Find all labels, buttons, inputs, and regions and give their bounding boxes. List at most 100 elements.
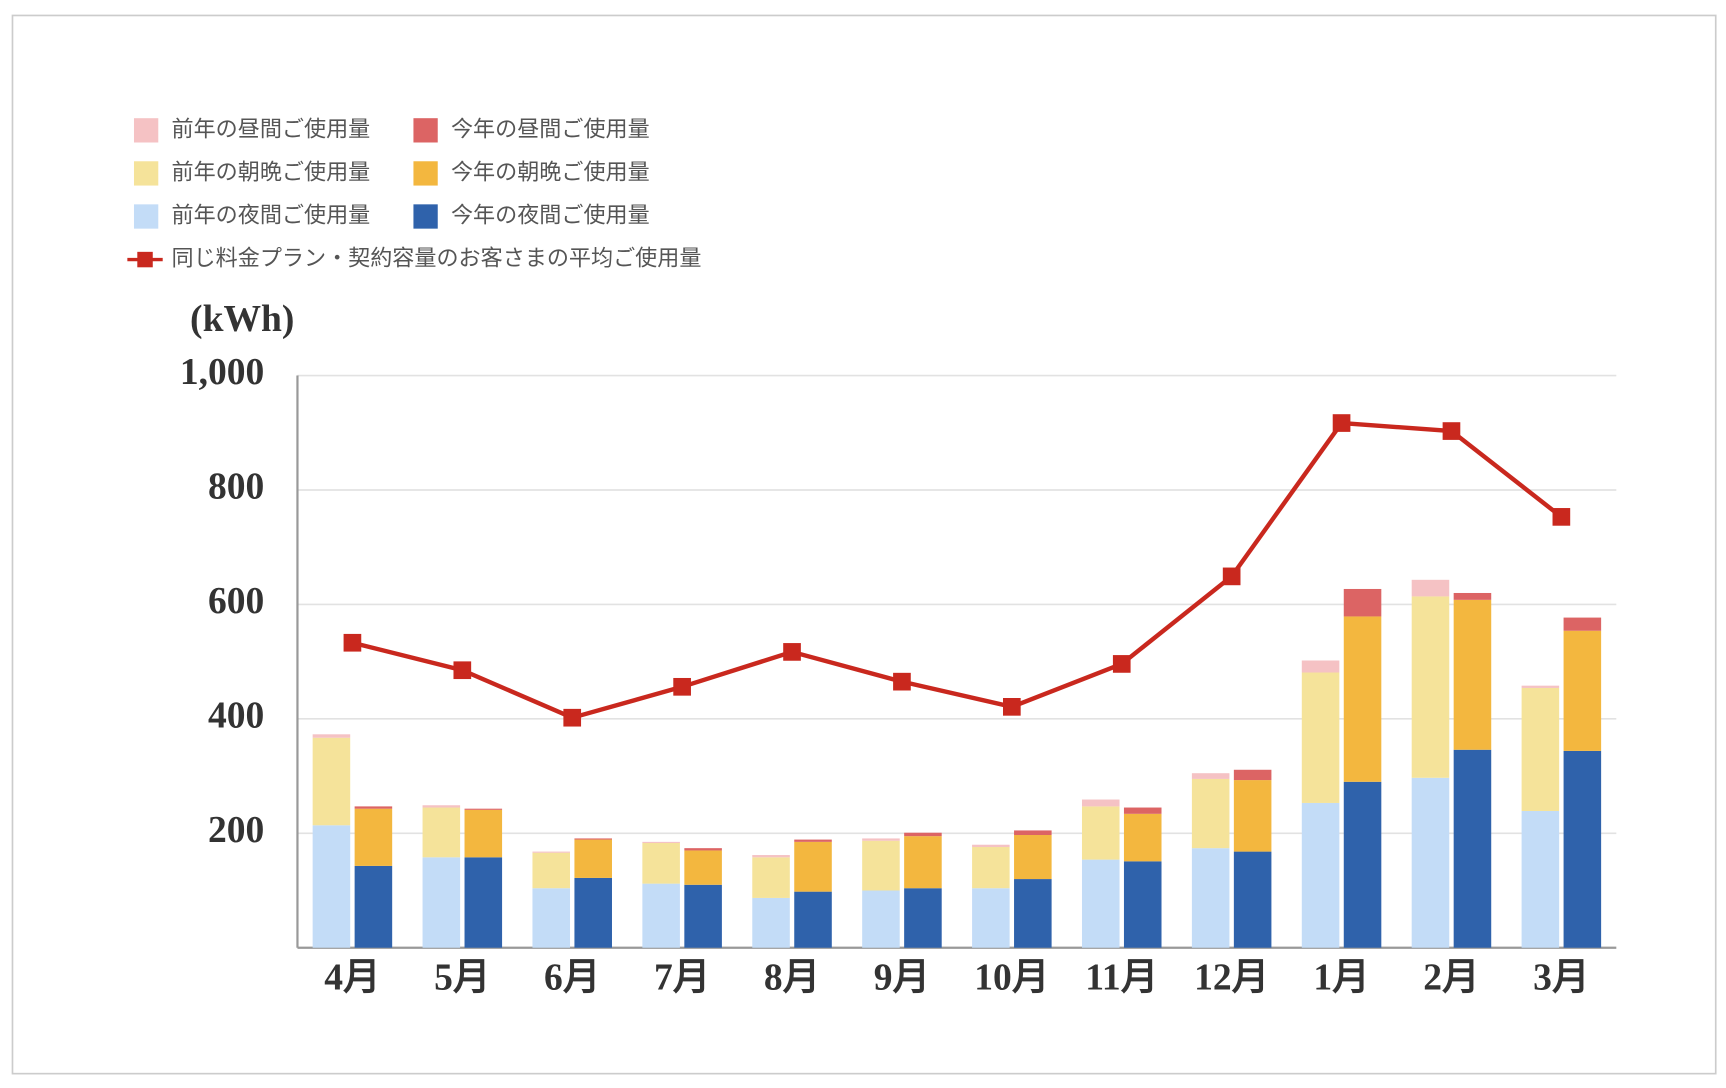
bar-segment	[1233, 769, 1272, 781]
x-tick-label: 8月	[764, 957, 820, 998]
legend-swatch	[133, 204, 159, 229]
bar-segment	[1343, 616, 1382, 782]
line-marker	[1112, 655, 1131, 673]
legend-label: 前年の朝晩ご使用量	[172, 159, 371, 185]
bar-segment	[1343, 781, 1382, 948]
y-tick-label: 800	[208, 467, 264, 508]
bar-segment	[1563, 630, 1602, 751]
bar-segment	[794, 891, 832, 948]
bar-segment	[1123, 813, 1162, 862]
bar-segment	[574, 877, 612, 948]
bar-segment	[1453, 749, 1492, 948]
bar-segment	[1081, 799, 1120, 807]
bar-segment	[904, 836, 942, 889]
x-tick-label: 12月	[1194, 957, 1269, 998]
bar-segment	[752, 897, 790, 948]
bar-segment	[1191, 848, 1230, 948]
bar-segment	[1343, 588, 1382, 617]
bar-segment	[684, 850, 722, 885]
bar-segment	[574, 839, 612, 878]
x-tick-label: 3月	[1533, 957, 1589, 998]
bar-segment	[752, 855, 790, 858]
bar-segment	[1411, 579, 1450, 597]
y-axis-label: (kWh)	[190, 299, 294, 340]
legend-swatch	[413, 161, 438, 186]
bar-segment	[862, 890, 900, 948]
bar-segment	[794, 841, 832, 892]
y-tick-label: 1,000	[180, 352, 264, 393]
bar-segment	[1521, 685, 1560, 688]
bar-segment	[972, 847, 1010, 889]
bar-segment	[1521, 810, 1560, 948]
legend-label: 同じ料金プラン・契約容量のお客さまの平均ご使用量	[172, 246, 702, 272]
bar-segment	[1014, 830, 1052, 836]
bar-segment	[312, 734, 351, 738]
line-marker	[453, 661, 472, 680]
legend-label: 今年の昼間ご使用量	[451, 116, 650, 142]
bar-segment	[422, 807, 461, 858]
bar-segment	[1081, 806, 1120, 860]
y-tick-label: 400	[208, 695, 264, 736]
legend-swatch	[133, 161, 159, 186]
bar-segment	[464, 808, 503, 810]
legend-label: 前年の昼間ご使用量	[172, 116, 371, 142]
line-marker	[1222, 567, 1241, 586]
line-marker	[893, 672, 911, 691]
line-marker	[673, 677, 691, 696]
line-marker	[783, 643, 801, 661]
bar-segment	[1563, 750, 1602, 948]
line	[351, 420, 1563, 721]
legend-swatch	[133, 118, 159, 143]
line-marker	[1003, 698, 1021, 716]
y-tick-label: 600	[208, 581, 264, 622]
bar-segment	[1233, 780, 1272, 852]
bar-segment	[752, 857, 790, 898]
bar-segment	[1123, 861, 1162, 948]
bar-segment	[642, 841, 680, 844]
bar-segment	[972, 888, 1010, 948]
x-tick-label: 10月	[974, 957, 1049, 998]
bar-segment	[1411, 777, 1450, 948]
bar-segment	[532, 888, 571, 948]
y-tick-label: 200	[208, 810, 264, 851]
x-tick-label: 11月	[1085, 957, 1158, 998]
bar-segment	[904, 888, 942, 948]
bar-segment	[1453, 592, 1492, 600]
bar-segment	[574, 838, 612, 840]
legend-label: 今年の夜間ご使用量	[451, 202, 650, 228]
legend-swatch	[413, 204, 438, 229]
bar-segment	[1191, 773, 1230, 779]
bar-segment	[972, 844, 1010, 848]
bar-segment	[312, 737, 351, 826]
x-tick-label: 9月	[874, 957, 930, 998]
bar-segment	[1521, 687, 1560, 811]
bar-segment	[1301, 672, 1340, 803]
bar-segment	[312, 825, 351, 948]
x-tick-label: 4月	[324, 957, 380, 998]
bar-segment	[354, 806, 393, 809]
legend-label: 前年の夜間ご使用量	[172, 202, 371, 228]
bar-segment	[1233, 851, 1272, 948]
bar-segment	[1411, 596, 1450, 778]
bar-segment	[1123, 807, 1162, 814]
bar-segment	[354, 865, 393, 948]
x-tick-label: 2月	[1423, 957, 1479, 998]
bar-segment	[904, 832, 942, 837]
bar-segment	[1014, 879, 1052, 948]
bar-segment	[1014, 835, 1052, 880]
x-tick-label: 5月	[434, 957, 490, 998]
bar-segment	[794, 839, 832, 842]
bar-segment	[1191, 778, 1230, 849]
line-marker	[563, 708, 582, 727]
bar-segment	[532, 851, 571, 853]
legend-marker	[137, 251, 153, 268]
bar-segment	[422, 857, 461, 948]
bar-segment	[642, 883, 680, 948]
bar-segment	[422, 805, 461, 808]
line-marker	[1552, 508, 1571, 526]
bar-segment	[354, 808, 393, 866]
bar-segment	[532, 852, 571, 889]
bar-segment	[642, 843, 680, 884]
line-marker	[343, 633, 362, 652]
